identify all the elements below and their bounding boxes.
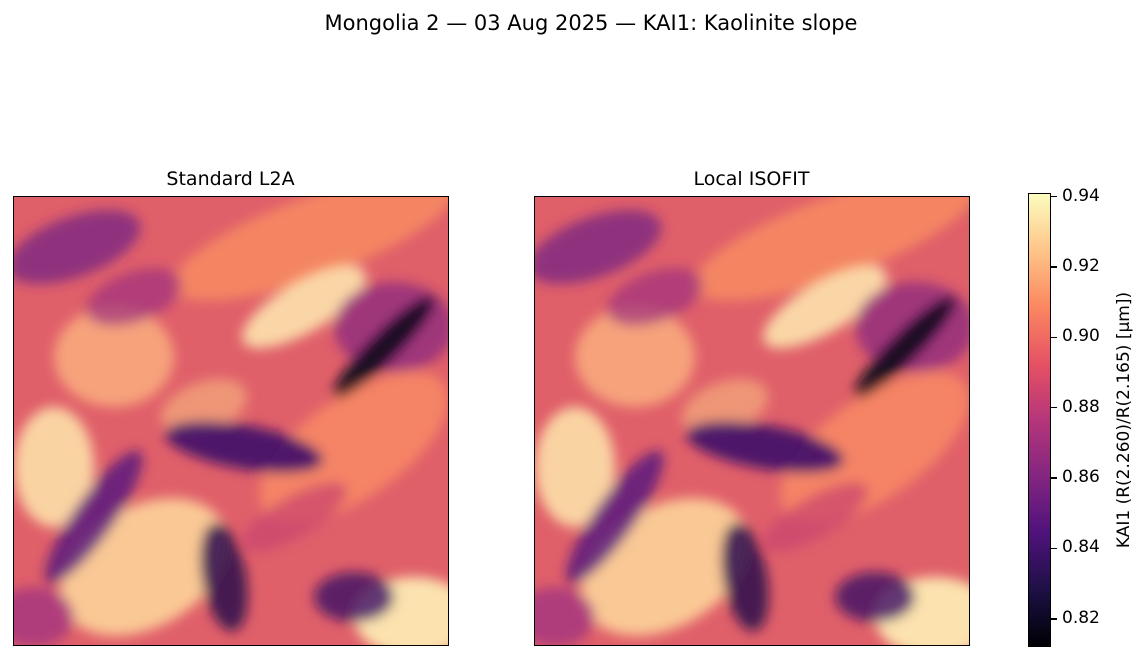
colorbar-tick-label: 0.88: [1062, 396, 1100, 417]
colorbar-tick: [1051, 618, 1057, 620]
colorbar-tick: [1051, 336, 1057, 338]
colorbar-tick: [1051, 547, 1057, 550]
colorbar-tick: [1051, 477, 1057, 479]
colorbar: [1028, 193, 1051, 647]
panel-title-standard-l2a: Standard L2A: [166, 168, 295, 190]
panel-title-local-isofit: Local ISOFIT: [693, 168, 810, 190]
colorbar-tick-label: 0.84: [1062, 537, 1100, 558]
colorbar-tick-label: 0.90: [1062, 326, 1100, 347]
colorbar-tick-label: 0.86: [1062, 467, 1100, 488]
colorbar-tick-label: 0.94: [1062, 185, 1100, 206]
colorbar-tick: [1051, 266, 1057, 268]
heatmap-image-standard-l2a: [14, 197, 448, 645]
colorbar-tick: [1051, 195, 1057, 198]
heatmap-panel-standard-l2a: [13, 196, 449, 646]
heatmap-panel-local-isofit: [534, 196, 970, 646]
colorbar-tick: [1051, 407, 1057, 409]
heatmap-image-local-isofit: [535, 197, 969, 645]
figure-suptitle: Mongolia 2 — 03 Aug 2025 — KAI1: Kaolini…: [324, 11, 858, 35]
colorbar-tick-label: 0.92: [1062, 255, 1100, 276]
colorbar-tick-label: 0.82: [1062, 607, 1100, 628]
colorbar-label: KAI1 (R(2.260)/R(2.165) [µm]): [1114, 291, 1134, 549]
